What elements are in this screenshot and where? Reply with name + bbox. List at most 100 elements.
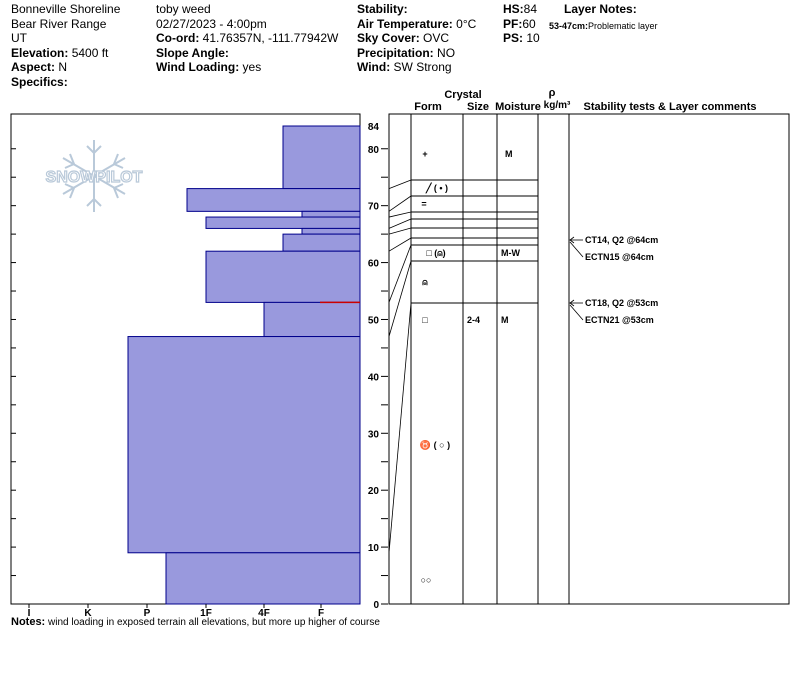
layer-note-depth: 53-47cm: <box>549 21 589 31</box>
layer-connector <box>388 227 412 235</box>
y-tick-label: 40 <box>368 372 380 383</box>
crystal-header: Crystal <box>444 89 481 101</box>
grain-table <box>388 113 790 605</box>
hardness-bar <box>165 552 361 605</box>
logo-text: SNOWPILOT <box>46 169 143 186</box>
grain-form: = <box>421 199 426 209</box>
sky-cover-label: Sky Cover: <box>357 31 420 45</box>
x-tick-label: P <box>144 608 151 619</box>
location-name: Bonneville Shoreline <box>11 2 121 16</box>
layer-connector <box>388 195 412 212</box>
precip-label: Precipitation: <box>357 45 434 60</box>
stability-label: Stability: <box>357 2 408 16</box>
hardness-axis: I K P 1F 4F F <box>28 604 324 619</box>
x-tick-label: I <box>28 608 31 619</box>
hardness-bar <box>127 336 361 554</box>
wind-value: SW Strong <box>390 60 452 74</box>
y-tick-label: 80 <box>368 145 380 156</box>
stability-test-label: CT18, Q2 @53cm <box>585 298 658 308</box>
grain-form: ♉ ( ○ ) <box>420 439 450 450</box>
y-tick-label: 84 <box>368 122 380 133</box>
stability-test-label: ECTN15 @64cm <box>585 252 654 262</box>
stability-pointers <box>569 236 584 321</box>
notes-label: Notes: <box>11 616 46 628</box>
sky-cover-value: OVC <box>419 31 450 45</box>
y-tick-label: 50 <box>368 315 380 326</box>
depth-axis: 0 10 20 30 40 50 60 70 80 84 <box>11 122 388 611</box>
layer-notes-title: Layer Notes: <box>564 2 637 16</box>
profile-notes: Notes: wind loading in exposed terrain a… <box>11 616 380 628</box>
x-tick-label: F <box>318 608 324 619</box>
snowpilot-logo: SNOWPILOT <box>45 140 143 212</box>
layer-connector <box>388 302 412 553</box>
observation-datetime: 02/27/2023 - 4:00pm <box>156 16 267 31</box>
layer-notes: Layer Notes: <box>564 2 637 17</box>
grain-form: ○○ <box>421 575 432 585</box>
grain-form: ╱ ( • ) <box>425 182 448 194</box>
observer-info: toby weed 02/27/2023 - 4:00pm Co-ord: 41… <box>156 2 338 75</box>
y-tick-label: 10 <box>368 543 380 554</box>
x-tick-label: K <box>84 608 92 619</box>
y-tick-label: 30 <box>368 429 380 440</box>
slope-label: Slope Angle: <box>156 45 229 60</box>
layer-connector <box>388 244 412 303</box>
x-tick-label: 1F <box>200 608 212 619</box>
hardness-bar <box>282 125 361 190</box>
pf-label: PF: <box>503 16 523 31</box>
stability-header: Stability tests & Layer comments <box>583 101 756 113</box>
grain-size: 2-4 <box>467 315 480 325</box>
wind-label: Wind: <box>357 60 391 74</box>
precip-value: NO <box>433 45 456 60</box>
coord-label: Co-ord: <box>156 31 200 45</box>
layer-connector <box>388 260 412 337</box>
wind-loading-value: yes <box>239 60 262 74</box>
grain-form: + <box>422 149 427 159</box>
aspect-value: N <box>55 60 68 74</box>
grain-moisture: M-W <box>501 248 520 258</box>
hardness-bar <box>301 227 361 235</box>
hardness-bar <box>205 216 361 229</box>
layer-connector <box>388 218 412 229</box>
ps-label: PS: <box>503 31 524 45</box>
wind-loading-label: Wind Loading: <box>156 60 240 74</box>
grain-layer-lines <box>388 179 538 553</box>
moisture-header: Moisture <box>495 101 541 113</box>
site-info: Bonneville Shoreline Bear River Range UT… <box>11 2 120 89</box>
stability-test-label: CT14, Q2 @64cm <box>585 235 658 245</box>
weather-info: Stability: Air Temperature: 0°C Sky Cove… <box>357 2 476 75</box>
air-temp-label: Air Temperature: <box>357 16 453 31</box>
grain-moisture: M <box>501 315 509 325</box>
range-name: Bear River Range <box>11 16 107 31</box>
ps-value: 10 <box>523 31 540 45</box>
layer-connector <box>388 237 412 252</box>
elevation-label: Elevation: <box>11 45 69 60</box>
hs-value: 84 <box>523 2 538 16</box>
density-unit: kg/m³ <box>544 100 571 111</box>
observer-name: toby weed <box>156 2 211 16</box>
layer-note: 53-47cm:Problematic layer <box>549 19 658 34</box>
hardness-bars <box>127 125 361 605</box>
hardness-bar <box>263 301 361 338</box>
grain-form: ⍝ <box>422 277 428 287</box>
hardness-bar <box>186 188 361 212</box>
grain-form: □ <box>422 315 428 325</box>
density-symbol: ρ <box>549 87 556 99</box>
hardness-bar <box>205 250 361 303</box>
aspect-label: Aspect: <box>11 60 56 74</box>
hardness-bar <box>282 233 361 252</box>
specifics-label: Specifics: <box>11 74 68 89</box>
x-tick-label: 4F <box>258 608 270 619</box>
y-tick-label: 0 <box>373 600 379 611</box>
layer-connector <box>388 211 412 218</box>
pf-value: 60 <box>522 16 536 31</box>
elevation-value: 5400 ft <box>68 45 109 60</box>
layer-note-text: Problematic layer <box>588 21 658 31</box>
snowpack-summary: HS:84 PF:60 PS: 10 <box>503 2 540 46</box>
grain-moisture: M <box>505 149 513 159</box>
y-tick-label: 70 <box>368 202 380 213</box>
stability-test-label: ECTN21 @53cm <box>585 315 654 325</box>
state-name: UT <box>11 31 27 45</box>
y-tick-label: 60 <box>368 259 380 270</box>
grain-form: □ (⍝) <box>426 248 445 258</box>
